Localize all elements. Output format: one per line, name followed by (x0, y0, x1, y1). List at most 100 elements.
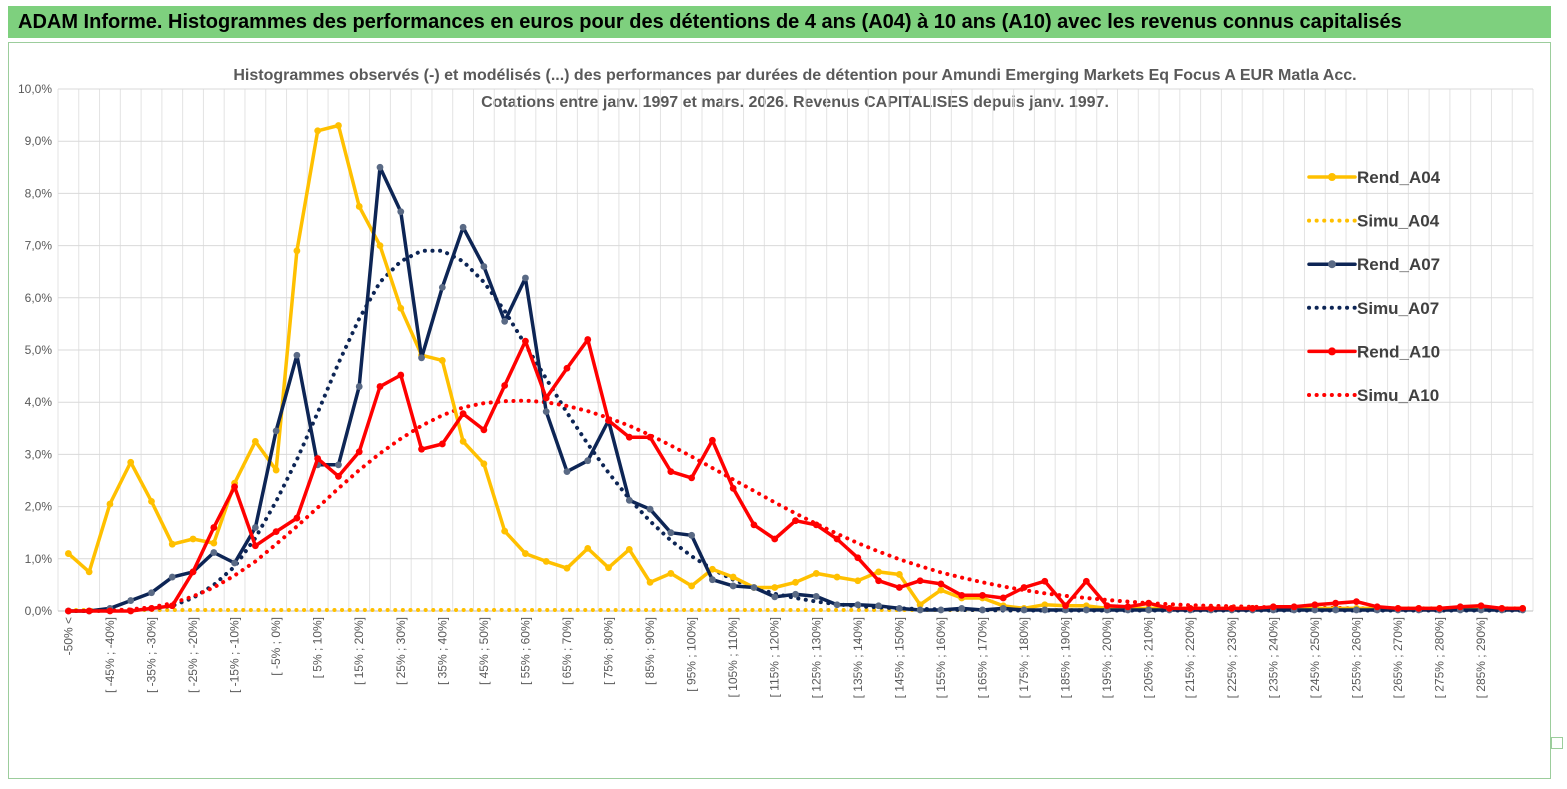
data-point-rend_a07 (480, 263, 488, 270)
x-tick-label: [ -5% ; 0%] (269, 617, 283, 676)
data-point-rend_a07 (937, 606, 945, 614)
x-tick-label: [ 235% ; 240%] (1266, 617, 1280, 698)
data-point-rend_a10 (293, 514, 301, 522)
data-point-rend_a07 (646, 505, 654, 513)
data-point-rend_a10 (376, 383, 384, 390)
x-tick-label: [ 55% ; 60%] (518, 617, 532, 685)
data-point-rend_a10 (480, 426, 488, 434)
data-point-rend_a10 (563, 364, 571, 372)
data-point-rend_a10 (792, 517, 799, 525)
data-point-rend_a10 (625, 433, 633, 441)
data-point-rend_a07 (584, 457, 592, 465)
data-point-rend_a07 (916, 606, 924, 614)
x-tick-label: [ 255% ; 260%] (1349, 617, 1363, 698)
x-tick-label: [ 135% ; 140%] (851, 617, 865, 698)
x-tick-label: [ 195% ; 200%] (1100, 617, 1114, 698)
data-point-rend_a04 (148, 497, 155, 505)
data-point-rend_a10 (688, 474, 696, 482)
data-point-rend_a10 (418, 445, 425, 453)
data-point-rend_a10 (355, 448, 363, 456)
data-point-rend_a10 (1290, 603, 1298, 611)
legend-label-rend_a10: Rend_A10 (1357, 342, 1440, 361)
data-point-rend_a04 (1041, 601, 1049, 609)
data-point-rend_a07 (1082, 606, 1090, 614)
data-point-rend_a10 (771, 535, 779, 543)
data-point-rend_a04 (875, 568, 882, 576)
x-tick-label: [ -35% ; -30%] (144, 617, 158, 693)
data-point-rend_a04 (625, 546, 633, 553)
data-point-rend_a10 (189, 568, 197, 576)
data-point-rend_a10 (1249, 604, 1256, 612)
data-point-rend_a07 (127, 597, 135, 604)
data-point-rend_a04 (522, 550, 529, 557)
data-point-rend_a07 (501, 317, 509, 325)
y-tick-label: 7,0% (25, 239, 53, 253)
x-tick-label: [ 35% ; 40%] (435, 617, 449, 685)
y-tick-label: 6,0% (25, 291, 53, 305)
data-point-rend_a04 (272, 466, 280, 474)
data-point-rend_a10 (1477, 602, 1485, 610)
data-point-rend_a10 (833, 535, 841, 543)
x-tick-label: [ 75% ; 80%] (602, 617, 616, 685)
x-tick-label: [ 155% ; 160%] (934, 617, 948, 698)
y-tick-label: 1,0% (25, 552, 53, 566)
x-tick-label: [ 65% ; 70%] (560, 617, 574, 685)
x-tick-label: [ 125% ; 130%] (809, 617, 823, 698)
data-point-rend_a10 (646, 433, 654, 441)
data-point-rend_a07 (875, 602, 882, 610)
x-tick-label: [ 275% ; 280%] (1433, 617, 1447, 698)
data-point-rend_a04 (127, 458, 135, 466)
legend-marker-rend_a07 (1328, 260, 1336, 269)
data-point-rend_a07 (854, 601, 862, 609)
data-point-rend_a07 (667, 529, 675, 537)
data-point-rend_a10 (1228, 604, 1236, 612)
data-point-rend_a10 (397, 371, 405, 379)
data-point-rend_a10 (1082, 577, 1090, 585)
x-tick-label: [ 265% ; 270%] (1391, 617, 1405, 698)
x-tick-label: [ 85% ; 90%] (643, 617, 657, 685)
data-point-rend_a07 (812, 592, 820, 600)
x-tick-label: [ 105% ; 110%] (726, 617, 740, 698)
data-point-rend_a04 (584, 544, 592, 552)
x-tick-label: [ 225% ; 230%] (1225, 617, 1239, 698)
report-title: ADAM Informe. Histogrammes des performan… (18, 11, 1402, 33)
data-point-rend_a04 (397, 304, 405, 312)
legend-label-simu_a04: Simu_A04 (1357, 212, 1440, 231)
data-point-rend_a10 (1207, 604, 1215, 612)
data-point-rend_a07 (210, 549, 218, 556)
data-point-rend_a04 (729, 573, 737, 581)
data-point-rend_a07 (625, 496, 633, 504)
x-tick-label: [ 285% ; 290%] (1474, 617, 1488, 698)
data-point-rend_a07 (1145, 606, 1153, 614)
data-point-rend_a10 (106, 607, 114, 615)
data-point-rend_a07 (542, 408, 550, 415)
data-point-rend_a04 (189, 535, 197, 543)
data-point-rend_a07 (1311, 606, 1319, 614)
data-point-rend_a10 (1353, 598, 1360, 606)
resize-handle[interactable] (1551, 737, 1563, 749)
data-point-rend_a04 (895, 571, 903, 578)
data-point-rend_a10 (1519, 604, 1527, 612)
data-point-rend_a10 (584, 336, 592, 343)
data-point-rend_a07 (1353, 606, 1360, 614)
data-point-rend_a10 (750, 521, 758, 529)
x-tick-label: [ 115% ; 120%] (768, 617, 782, 698)
data-point-rend_a07 (999, 604, 1007, 612)
x-tick-label: [ 95% ; 100%] (685, 617, 699, 692)
x-tick-label: [ 245% ; 250%] (1308, 617, 1322, 698)
chart-title-block: Histogrammes observés (-) et modélisés (… (80, 62, 1510, 116)
data-point-rend_a04 (563, 564, 571, 572)
data-point-rend_a10 (1498, 604, 1506, 612)
data-point-rend_a10 (335, 472, 342, 480)
data-point-rend_a10 (895, 584, 903, 591)
data-point-rend_a10 (1186, 604, 1194, 612)
data-point-rend_a10 (1332, 599, 1340, 607)
data-point-rend_a10 (1062, 602, 1069, 610)
data-point-rend_a04 (916, 601, 924, 609)
data-point-rend_a04 (501, 527, 509, 535)
y-tick-label: 0,0% (25, 604, 53, 618)
data-point-rend_a07 (148, 589, 155, 597)
x-tick-label: -50% < (61, 617, 75, 655)
data-point-rend_a04 (251, 437, 259, 445)
